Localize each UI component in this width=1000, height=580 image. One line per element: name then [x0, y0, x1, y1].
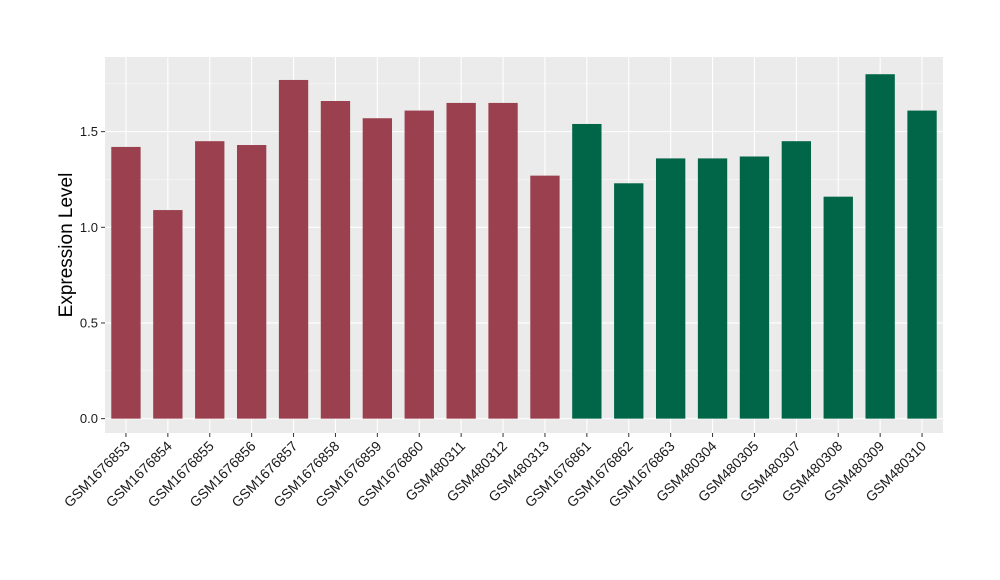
bar-GSM1676859	[362, 118, 393, 419]
bar-GSM1676861	[572, 123, 602, 419]
plot-panel	[105, 57, 943, 433]
bar-GSM1676853	[111, 146, 141, 419]
y-axis-title: Expression Level	[56, 173, 77, 318]
bar-GSM480307	[781, 141, 812, 419]
y-tick-label: 1.0	[80, 220, 98, 235]
bars	[111, 74, 937, 419]
bar-GSM1676857	[278, 79, 309, 419]
bar-GSM1676862	[614, 183, 644, 419]
x-axis: GSM1676853GSM1676854GSM1676855GSM1676856…	[61, 433, 929, 510]
bar-GSM480308	[823, 196, 853, 419]
y-tick-label: 0.0	[80, 411, 98, 426]
bar-GSM480313	[530, 175, 560, 419]
bar-GSM480310	[907, 110, 937, 419]
bar-GSM1676858	[320, 101, 351, 419]
bar-GSM1676856	[236, 145, 267, 419]
bar-GSM480305	[739, 156, 770, 419]
bar-GSM480311	[446, 102, 476, 419]
bar-GSM480309	[865, 74, 895, 419]
y-tick-label: 0.5	[80, 315, 98, 330]
bar-GSM1676854	[153, 210, 183, 419]
bar-GSM480312	[488, 102, 518, 419]
bar-GSM1676855	[195, 141, 225, 419]
bar-GSM480304	[697, 158, 728, 419]
bar-GSM1676863	[655, 158, 686, 419]
y-axis: 0.0 0.5 1.0 1.5	[80, 124, 105, 426]
bar-GSM1676860	[404, 110, 434, 419]
y-tick-label: 1.5	[80, 124, 98, 139]
